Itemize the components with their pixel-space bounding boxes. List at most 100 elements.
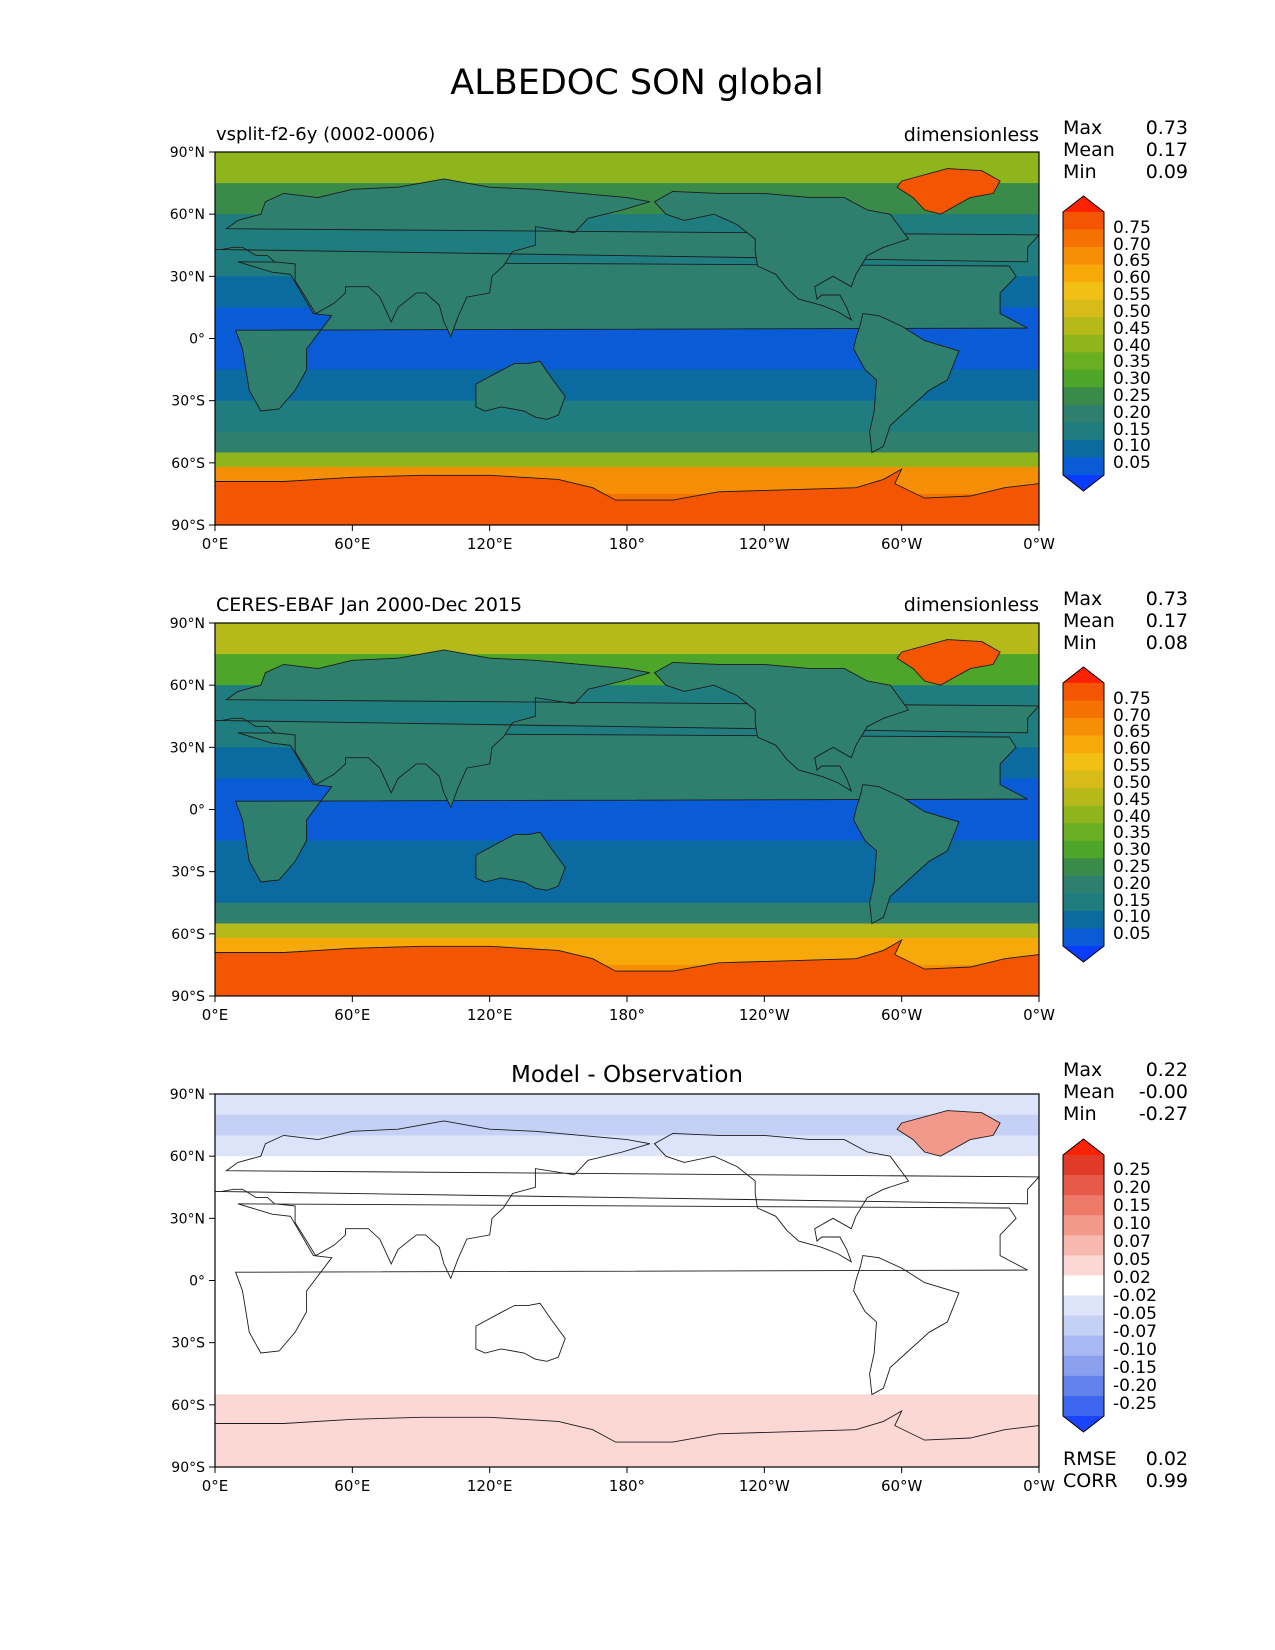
- colorbar-segment: [1063, 893, 1104, 912]
- continent-antarctica: [215, 1409, 1039, 1467]
- colorbar-model: [1062, 195, 1105, 492]
- colorbar-tick-label: 0.60: [1113, 739, 1151, 759]
- lon-tick-label: 60°E: [334, 1006, 370, 1024]
- colorbar-tick-label: -0.25: [1113, 1394, 1157, 1414]
- stat-value: -0.00: [1139, 1081, 1188, 1103]
- stat-key: Mean: [1063, 139, 1115, 161]
- panel-obs-label-right: dimensionless: [904, 594, 1039, 616]
- colorbar-segment: [1063, 247, 1104, 265]
- zonal-band: [215, 1394, 1039, 1410]
- lat-tick-label: 60°N: [170, 678, 205, 694]
- zonal-band: [215, 871, 1039, 904]
- lat-tick-label: 90°N: [170, 1087, 205, 1103]
- stats-obs: Max 0.73 Mean 0.17 Min 0.08: [1063, 588, 1188, 654]
- colorbar-segment: [1063, 439, 1104, 458]
- colorbar-tick-label: -0.10: [1113, 1340, 1157, 1360]
- colorbar-segment: [1063, 457, 1104, 476]
- colorbar-tick-label: 0.25: [1113, 857, 1151, 877]
- colorbar-tick-label: 0.07: [1113, 1232, 1151, 1252]
- continent-antarctica: [215, 938, 1039, 996]
- colorbar-segment: [1063, 823, 1104, 842]
- colorbar-segment: [1063, 805, 1104, 824]
- colorbar-segment: [1063, 718, 1104, 736]
- colorbar-segment: [1063, 910, 1104, 929]
- map-obs-ticks: 90°N 60°N 30°N 0° 30°S 60°S 90°S0°E 60°E 120°E 18…: [170, 616, 1055, 1024]
- colorbar-tick-label: 0.05: [1113, 924, 1151, 944]
- colorbar-segment: [1063, 1215, 1104, 1236]
- stat-value: 0.17: [1146, 139, 1188, 161]
- continent-greenland: [896, 1110, 1001, 1157]
- colorbar-segment: [1063, 1175, 1104, 1196]
- lat-tick-label: 0°: [189, 332, 205, 348]
- zonal-band: [215, 923, 1039, 939]
- colorbar-tick-label: -0.05: [1113, 1304, 1157, 1324]
- lon-tick-label: 0°E: [202, 535, 229, 553]
- lon-tick-label: 0°E: [202, 1477, 229, 1495]
- colorbar-tick-label: 0.05: [1113, 1250, 1151, 1270]
- colorbar-tick-label: 0.30: [1113, 369, 1151, 389]
- continent-south-america: [853, 784, 960, 925]
- colorbar-segment: [1063, 387, 1104, 406]
- map-model-polar: [215, 168, 1039, 525]
- lon-tick-label: 0°W: [1023, 1006, 1055, 1024]
- stat-key: Min: [1063, 632, 1097, 654]
- lon-tick-label: 0°W: [1023, 1477, 1055, 1495]
- colorbar-segment: [1063, 422, 1104, 441]
- colorbar-tick-label: 0.02: [1113, 1268, 1151, 1288]
- colorbar-segment: [1063, 1295, 1104, 1317]
- colorbar-segment: [1063, 875, 1104, 894]
- colorbar-tick-label: 0.50: [1113, 773, 1151, 793]
- zonal-band: [215, 400, 1039, 433]
- lat-tick-label: 60°S: [171, 456, 205, 472]
- colorbar-segment: [1063, 1255, 1104, 1276]
- stat-key: Mean: [1063, 1081, 1115, 1103]
- lat-tick-label: 0°: [189, 803, 205, 819]
- figure-title: ALBEDOC SON global: [450, 63, 823, 103]
- continent-south-america: [853, 1255, 960, 1396]
- stat-key: Min: [1063, 161, 1097, 183]
- lat-tick-label: 30°N: [170, 1211, 205, 1227]
- zonal-band: [215, 1135, 1039, 1157]
- colorbar-tick-label: 0.35: [1113, 823, 1151, 843]
- lat-tick-label: 30°S: [171, 394, 205, 410]
- lat-tick-label: 60°N: [170, 1149, 205, 1165]
- colorbar-extend-bottom: [1063, 475, 1104, 491]
- colorbar-extend-top: [1063, 1139, 1104, 1155]
- lat-tick-label: 30°N: [170, 740, 205, 756]
- colorbar-segment: [1063, 788, 1104, 807]
- colorbar-tick-label: 0.25: [1113, 1160, 1151, 1180]
- colorbar-extend-top: [1063, 196, 1104, 212]
- colorbar-segment: [1063, 282, 1104, 301]
- lon-tick-label: 180°: [609, 535, 645, 553]
- lat-tick-label: 90°S: [171, 518, 205, 534]
- stat-value: 0.17: [1146, 610, 1188, 632]
- lon-tick-label: 120°E: [467, 1477, 513, 1495]
- lon-tick-label: 120°W: [739, 1006, 790, 1024]
- colorbar-tick-label: 0.70: [1113, 706, 1151, 726]
- zonal-band: [215, 1363, 1039, 1395]
- colorbar-tick-label: 0.20: [1113, 1178, 1151, 1198]
- stats-model: Max 0.73 Mean 0.17 Min 0.09: [1063, 117, 1188, 183]
- colorbar-segment: [1063, 1195, 1104, 1216]
- lon-tick-label: 120°E: [467, 535, 513, 553]
- map-obs-polar: [215, 639, 1039, 996]
- lat-tick-label: 90°N: [170, 616, 205, 632]
- stat-key: Mean: [1063, 610, 1115, 632]
- colorbar-segment: [1063, 1395, 1104, 1417]
- colorbar-tick-label: -0.02: [1113, 1286, 1157, 1306]
- continent-north-america: [653, 661, 910, 792]
- colorbar-tick-label: -0.15: [1113, 1358, 1157, 1378]
- colorbar-extend-top: [1063, 667, 1104, 683]
- colorbar-segment: [1063, 334, 1104, 353]
- lon-tick-label: 0°W: [1023, 535, 1055, 553]
- lon-tick-label: 180°: [609, 1477, 645, 1495]
- colorbar-segment: [1063, 1275, 1104, 1296]
- lon-tick-label: 120°W: [739, 535, 790, 553]
- stat-value: 0.73: [1146, 117, 1188, 139]
- stat-key: CORR: [1063, 1470, 1118, 1492]
- panel-obs-label-left: CERES-EBAF Jan 2000-Dec 2015: [216, 594, 522, 616]
- continent-australia: [475, 360, 566, 420]
- colorbar-tick-label: 0.15: [1113, 891, 1151, 911]
- colorbar-diff-labels: 0.25 0.20 0.15 0.10 0.07 0.05 0.02 -0.02…: [1113, 1160, 1157, 1414]
